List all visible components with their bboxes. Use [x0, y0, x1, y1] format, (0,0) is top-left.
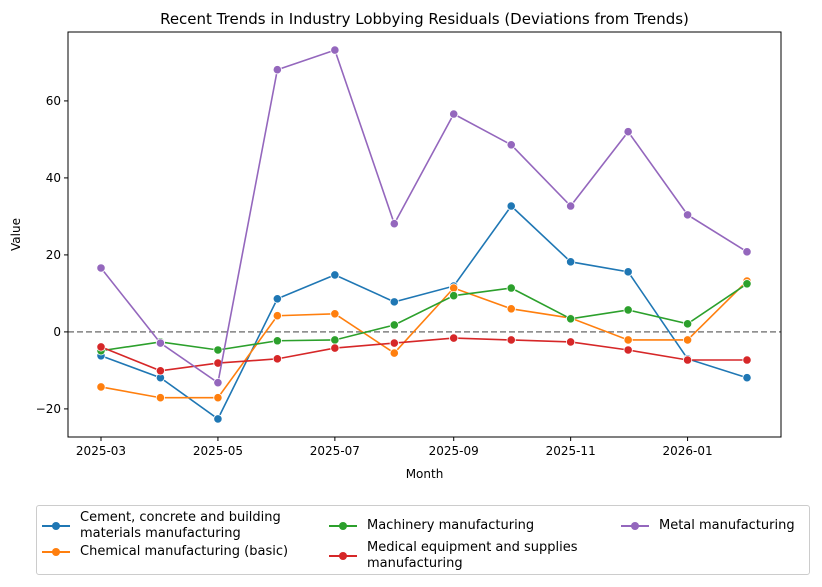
data-point: [272, 294, 282, 304]
data-point: [96, 342, 106, 352]
series-line: [100, 204, 748, 421]
data-point: [330, 335, 340, 345]
data-point: [389, 320, 399, 330]
data-point: [742, 247, 752, 257]
series-2: [96, 279, 752, 356]
x-axis-label: Month: [406, 467, 444, 481]
legend-marker: [42, 519, 70, 533]
legend-item: Cement, concrete and building materials m…: [42, 510, 281, 542]
data-point: [389, 219, 399, 229]
data-point: [389, 297, 399, 307]
data-point: [506, 140, 516, 150]
data-point: [272, 311, 282, 321]
x-tick-label: 2025-03: [76, 444, 126, 458]
data-point: [506, 335, 516, 345]
data-point: [506, 304, 516, 314]
data-point: [682, 335, 693, 345]
plot-frame: [67, 31, 782, 438]
data-point: [682, 355, 693, 365]
data-point: [566, 337, 576, 347]
series-4: [96, 45, 752, 388]
data-point: [449, 109, 459, 119]
data-point: [742, 373, 752, 383]
data-point: [389, 338, 399, 348]
data-point: [506, 283, 516, 293]
data-point: [330, 45, 340, 55]
series-line: [100, 280, 748, 399]
series-line: [100, 337, 747, 372]
data-point: [213, 393, 223, 403]
series-line: [100, 283, 748, 352]
legend-label: Cement, concrete and building materials m…: [80, 510, 281, 541]
legend-marker: [42, 545, 70, 559]
legend-item: Chemical manufacturing (basic): [42, 544, 288, 560]
legend: Cement, concrete and building materials m…: [36, 505, 810, 575]
x-tick-label: 2026-01: [663, 444, 713, 458]
legend-marker: [329, 519, 357, 533]
y-tick-label: 0: [53, 325, 61, 339]
data-point: [682, 210, 693, 220]
x-tick-label: 2025-07: [310, 444, 360, 458]
legend-label: Medical equipment and supplies manufactur…: [367, 540, 578, 571]
data-point: [389, 348, 399, 358]
data-point: [623, 345, 633, 355]
data-point: [96, 263, 106, 273]
legend-marker: [621, 519, 649, 533]
x-tick-label: 2025-11: [546, 444, 596, 458]
data-point: [566, 314, 576, 324]
legend-marker: [329, 549, 357, 563]
y-tick-label: 20: [46, 248, 61, 262]
legend-item: Metal manufacturing: [621, 518, 795, 534]
legend-item: Medical equipment and supplies manufactur…: [329, 540, 578, 572]
data-point: [213, 414, 223, 424]
chart-title: Recent Trends in Industry Lobbying Resid…: [160, 10, 689, 28]
data-point: [506, 201, 516, 211]
data-point: [623, 305, 633, 315]
data-point: [272, 65, 282, 75]
data-point: [272, 354, 282, 364]
data-point: [623, 335, 633, 345]
legend-label: Machinery manufacturing: [367, 518, 535, 533]
data-point: [566, 257, 576, 267]
data-point: [682, 319, 693, 329]
data-point: [623, 127, 633, 137]
series-0: [96, 201, 752, 424]
legend-label: Chemical manufacturing (basic): [80, 544, 289, 559]
data-point: [155, 366, 166, 376]
data-point: [155, 393, 166, 403]
y-tick-label: −20: [36, 402, 61, 416]
legend-label: Metal manufacturing: [659, 518, 795, 533]
data-point: [449, 291, 459, 301]
data-point: [449, 333, 459, 343]
y-tick-label: 60: [46, 94, 61, 108]
data-point: [155, 338, 166, 348]
series-1: [96, 276, 752, 403]
legend-item: Machinery manufacturing: [329, 518, 534, 534]
data-point: [449, 283, 459, 293]
data-point: [742, 279, 752, 289]
x-tick-label: 2025-09: [429, 444, 479, 458]
data-point: [566, 201, 576, 211]
series-line: [100, 49, 748, 385]
data-point: [96, 382, 106, 392]
y-axis-label: Value: [9, 218, 23, 251]
data-point: [330, 309, 340, 319]
x-tick-label: 2025-05: [193, 444, 243, 458]
data-point: [330, 343, 340, 353]
data-point: [213, 378, 223, 388]
data-point: [623, 267, 633, 277]
y-tick-label: 40: [46, 171, 61, 185]
data-point: [330, 270, 340, 280]
data-point: [213, 345, 223, 355]
data-point: [272, 336, 282, 346]
series-3: [96, 333, 752, 376]
data-point: [742, 355, 752, 365]
